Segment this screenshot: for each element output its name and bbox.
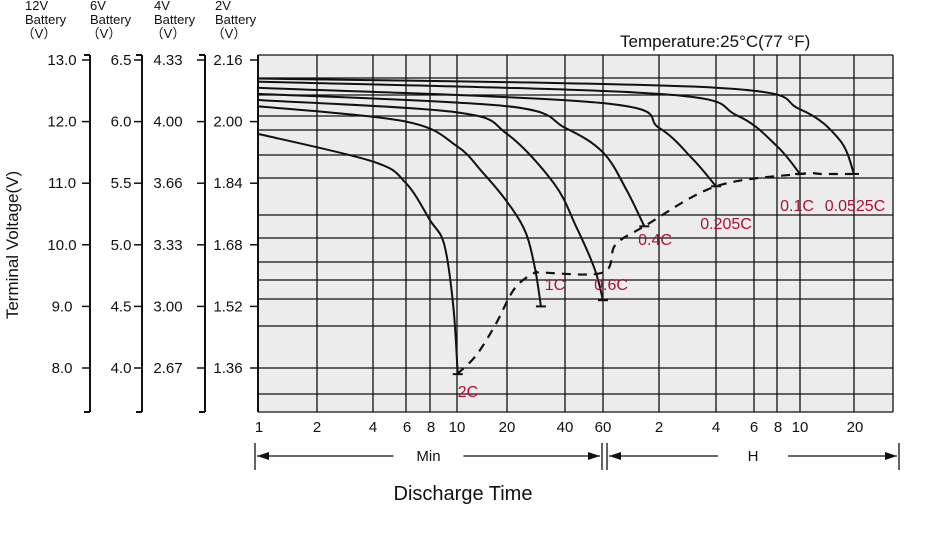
x-tick-label-min: 1 <box>255 419 263 436</box>
battery-axis-tick-label: 13.0 <box>47 52 76 69</box>
battery-axis-tick-label: 2.00 <box>213 114 242 131</box>
curve-0.0525C <box>257 77 855 175</box>
x-tick-label-hour: 8 <box>774 419 782 436</box>
plot-background <box>258 55 893 412</box>
battery-axis-tick-label: 8.0 <box>52 360 73 377</box>
battery-axis-tick-label: 9.0 <box>52 298 73 315</box>
x-tick-label-min: 6 <box>403 419 411 436</box>
battery-axis-tick-label: 2.16 <box>213 52 242 69</box>
series-label-2C: 2C <box>458 384 478 401</box>
battery-axis-tick-label: 1.52 <box>213 298 242 315</box>
battery-axis-tick-label: 3.33 <box>153 237 182 254</box>
curve-0.1C <box>257 80 801 175</box>
hours-range: H <box>606 443 900 470</box>
battery-axis-tick-label: 5.5 <box>111 175 132 192</box>
battery-axis-header: Battery <box>25 12 67 27</box>
battery-axis-header: （V） <box>151 26 186 41</box>
battery-axis-tick-label: 6.0 <box>111 114 132 131</box>
y-axis-label: Terminal Voltage(V) <box>3 171 22 319</box>
battery-axis-tick-label: 3.66 <box>153 175 182 192</box>
series-label-0.205C: 0.205C <box>700 216 752 233</box>
series-label-0.1C: 0.1C <box>780 198 814 215</box>
x-tick-label-hour: 20 <box>847 419 864 436</box>
range-label: Min <box>416 448 440 465</box>
cutoff-dashed-line <box>456 171 854 376</box>
range-arrow-right <box>588 452 600 460</box>
curve-1C <box>257 105 542 307</box>
x-tick-label-min: 2 <box>313 419 321 436</box>
battery-axis-header: （V） <box>87 26 122 41</box>
series-label-0.6C: 0.6C <box>594 277 628 294</box>
battery-axes: 12VBattery（V）13.012.011.010.09.08.06VBat… <box>22 0 259 413</box>
battery-axis-tick-label: 2.67 <box>153 360 182 377</box>
battery-axis-header: （V） <box>22 26 57 41</box>
battery-axis-tick-label: 4.33 <box>153 52 182 69</box>
battery-axis-tick-label: 1.84 <box>213 175 242 192</box>
x-tick-label-min: 8 <box>427 419 435 436</box>
x-tick-label-min: 20 <box>499 419 516 436</box>
x-tick-label-min: 10 <box>449 419 466 436</box>
series-label-0.0525C: 0.0525C <box>825 198 886 215</box>
x-tick-label-min: 4 <box>369 419 377 436</box>
battery-axis-header: 4V <box>154 0 170 13</box>
x-tick-label-min: 60 <box>595 419 612 436</box>
x-tick-label-hour: 6 <box>750 419 758 436</box>
range-arrow-left <box>609 452 621 460</box>
chart-title: Temperature:25°C(77 °F) <box>620 32 810 51</box>
range-arrow-right <box>885 452 897 460</box>
x-tick-label-min: 40 <box>557 419 574 436</box>
battery-axis-header: Battery <box>215 12 257 27</box>
range-arrow-left <box>257 452 269 460</box>
battery-axis-tick-label: 11.0 <box>48 175 76 192</box>
battery-axis-tick-label: 3.00 <box>153 298 182 315</box>
battery-axis-tick-label: 5.0 <box>111 237 132 254</box>
curve-0.205C <box>257 86 717 187</box>
battery-axis-tick-label: 6.5 <box>111 52 132 69</box>
curve-0.6C <box>257 99 604 301</box>
battery-axis-tick-label: 1.68 <box>213 237 242 254</box>
curve-0.4C <box>257 92 646 227</box>
battery-axis-header: Battery <box>90 12 132 27</box>
x-axis-label: Discharge Time <box>394 483 533 505</box>
grid-lines <box>257 54 894 413</box>
series-labels: 2C 1C 0.6C 0.4C 0.205C 0.1C 0.0525C <box>458 198 885 401</box>
battery-axis-tick-label: 10.0 <box>47 237 76 254</box>
x-tick-label-hour: 10 <box>792 419 809 436</box>
curve-2C <box>257 132 459 375</box>
battery-axis-tick-label: 4.00 <box>153 114 182 131</box>
battery-axis-header: 2V <box>215 0 231 13</box>
battery-axis-tick-label: 4.5 <box>111 298 132 315</box>
discharge-curves <box>257 77 859 376</box>
range-label: H <box>748 448 759 465</box>
battery-axis-header: 12V <box>25 0 48 13</box>
battery-axis-header: 6V <box>90 0 106 13</box>
minutes-range: Min <box>254 443 603 470</box>
x-tick-label-hour: 2 <box>655 419 663 436</box>
battery-axis-header: （V） <box>212 26 247 41</box>
battery-axis-tick-label: 12.0 <box>47 114 76 131</box>
battery-axis-header: Battery <box>154 12 196 27</box>
battery-axis-tick-label: 4.0 <box>111 360 132 377</box>
series-label-1C: 1C <box>545 277 565 294</box>
battery-axis-tick-label: 1.36 <box>213 360 242 377</box>
x-tick-label-hour: 4 <box>712 419 720 436</box>
series-label-0.4C: 0.4C <box>638 232 672 249</box>
